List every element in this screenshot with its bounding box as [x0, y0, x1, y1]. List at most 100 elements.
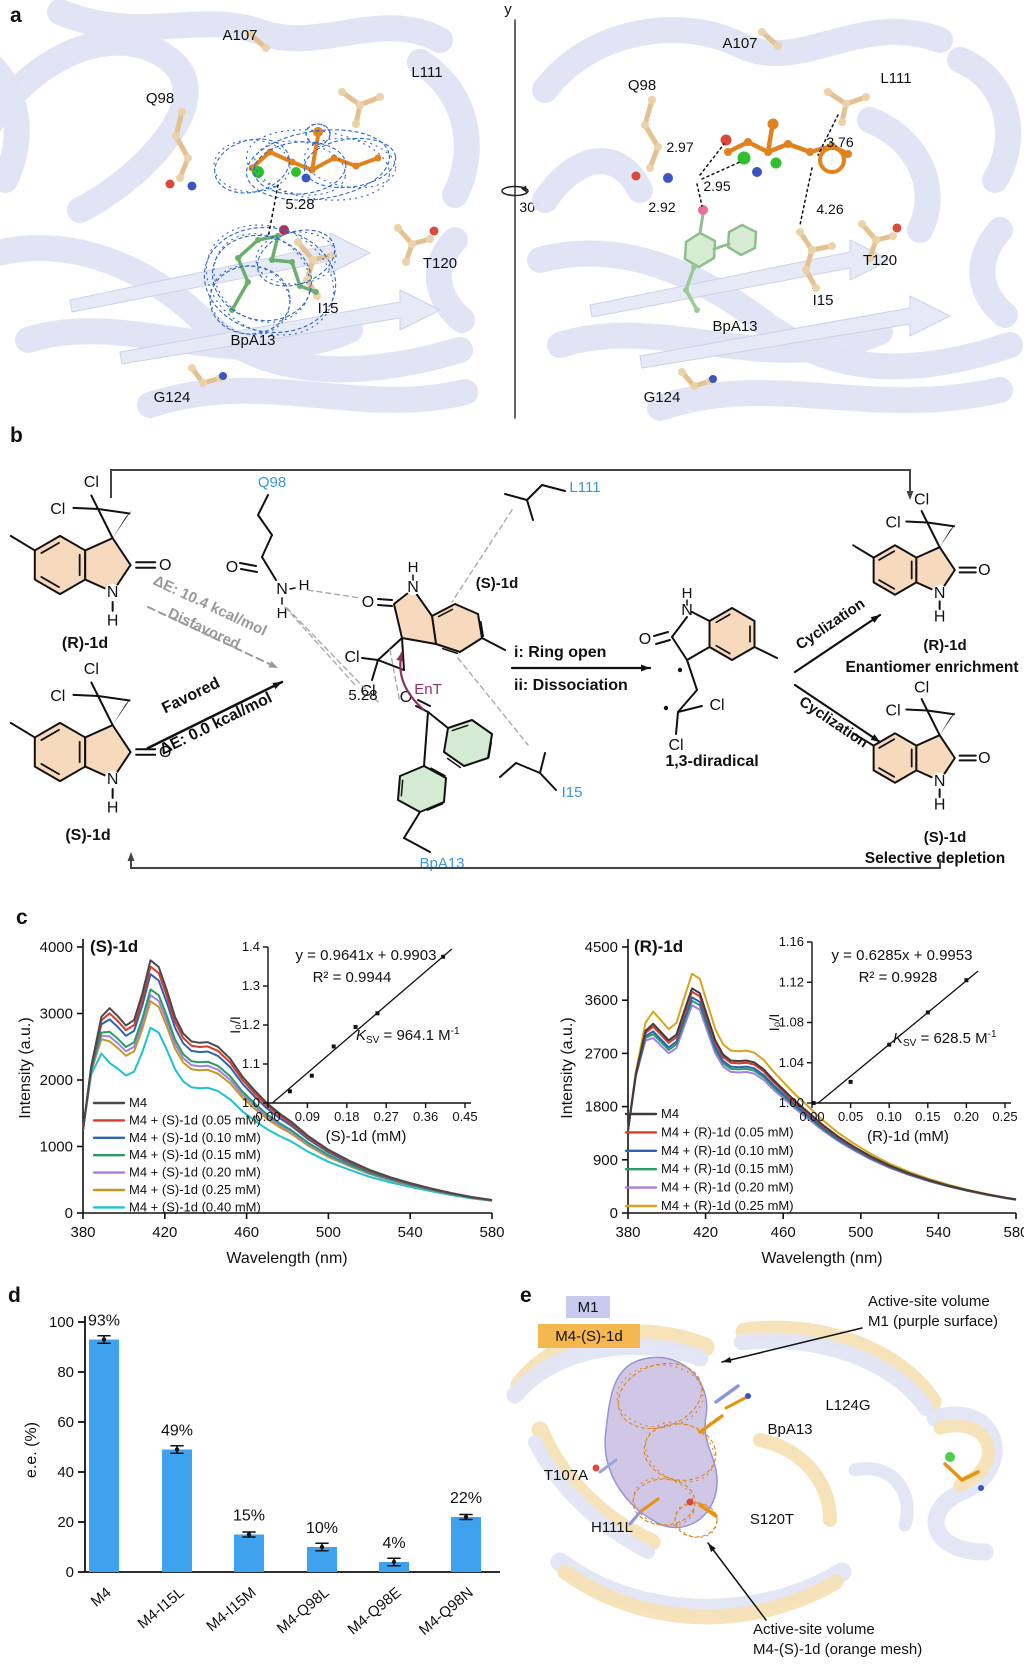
data-point [375, 1011, 380, 1016]
line [173, 109, 185, 139]
double-bond [878, 579, 896, 590]
legend-entry: M4 + (S)-1d (0.40 mM) [129, 1199, 261, 1214]
atom-sphere [744, 138, 752, 146]
atom-sphere [872, 236, 880, 244]
line [173, 133, 191, 161]
atom-O: O [362, 594, 374, 611]
data-point [309, 1073, 314, 1078]
residue-label-q98: Q98 [258, 474, 286, 491]
rotation-axis: y30° [501, 1, 541, 419]
atom-sphere [338, 88, 346, 96]
molecule-name: (S)-1d [65, 827, 110, 844]
residue-label-g124: G124 [644, 389, 681, 406]
line [671, 636, 688, 661]
category-label: M4-I15M [203, 1584, 259, 1635]
benzene-ring [33, 534, 87, 596]
line [920, 698, 929, 712]
atom-sphere [724, 148, 732, 156]
series-M4 + (S)-1d (0.40 mM) [82, 1026, 493, 1202]
y-axis-title: Intensity (a.u.) [559, 1017, 576, 1118]
atom-sphere [690, 382, 698, 390]
line [97, 695, 131, 702]
data-point [811, 1101, 816, 1105]
line [236, 256, 250, 284]
ligand-bpa13 [229, 225, 319, 313]
active-site-mesh-m4 [616, 1364, 704, 1428]
lactam-ring [84, 537, 132, 593]
atom-H: H [408, 559, 419, 576]
stereo-wedge [112, 697, 132, 726]
chlorine-atom [737, 151, 751, 165]
atom-O: O [639, 631, 651, 648]
line [698, 1414, 724, 1434]
atom-sphere [889, 232, 897, 240]
lactam-ring [393, 588, 437, 645]
molecule-S-1d: O NH Cl Cl (S)-1d [9, 661, 172, 844]
legend-entry: M4 + (R)-1d (0.20 mM) [661, 1180, 794, 1195]
r-squared: R² = 0.9944 [313, 969, 392, 986]
x-tick-label: 420 [693, 1224, 718, 1241]
atom-Cl: Cl [709, 697, 724, 714]
active-site-mesh-m4 [645, 1421, 715, 1483]
line [642, 122, 661, 150]
chart-title: (R)-1d [634, 937, 683, 956]
x-tick-label: 580 [479, 1224, 504, 1241]
arrowhead [722, 1356, 732, 1363]
line [926, 521, 941, 549]
residue-label-bpa13: BpA13 [419, 855, 464, 872]
ribbon [532, 17, 953, 103]
atom-sphere [356, 101, 364, 109]
atom-H: H [107, 799, 119, 816]
atom-O: O [978, 750, 990, 767]
y-tick-label: 100 [49, 1314, 74, 1331]
ligand-1d [248, 127, 382, 183]
protein-view-left: Q98 A107 L111 T120 I15 BpA13 G124 5.28 [0, 0, 480, 418]
nitrogen-atom [663, 173, 673, 183]
nitrogen-atom [752, 167, 762, 177]
atom-sphere [245, 279, 251, 285]
y-tick-label: 1.0 [242, 1095, 260, 1110]
line [677, 705, 703, 713]
residue-label-a107: A107 [222, 27, 257, 44]
atom-sphere [275, 233, 281, 239]
atom-N: N [107, 584, 119, 601]
y-tick-label: 1.2 [242, 1017, 260, 1032]
y-tick-label: 1800 [585, 1099, 618, 1116]
chip-m1-bg [566, 1296, 610, 1318]
error-dot [319, 1544, 325, 1550]
density-mesh [254, 140, 346, 196]
line [960, 1470, 980, 1482]
favored-label: Favored [159, 675, 222, 718]
atom-sphere [374, 154, 382, 162]
y-tick-label: 3000 [40, 1006, 73, 1023]
line [361, 657, 379, 661]
atom-sphere [678, 368, 686, 376]
line [701, 161, 741, 180]
ribbon [425, 227, 475, 333]
data-point [925, 1010, 930, 1015]
line [9, 721, 36, 739]
x-tick-label: 500 [316, 1224, 341, 1241]
atom-bg [931, 584, 948, 601]
phenyl-ring [726, 223, 758, 257]
ribbon [0, 29, 199, 223]
molecule-name: (R)-1d [923, 637, 966, 654]
y-tick-label: 1.4 [242, 939, 260, 954]
line [371, 659, 379, 681]
line [389, 649, 401, 704]
atom-sphere [402, 258, 410, 266]
y-tick-label: 40 [57, 1464, 74, 1481]
density-mesh [213, 139, 291, 193]
nitrogen-atom [709, 375, 717, 383]
atom-O: O [159, 744, 171, 761]
arrowhead [272, 682, 282, 690]
y-tick-label: 1.3 [242, 978, 260, 993]
error-dot [463, 1514, 469, 1520]
radical-dot [663, 705, 669, 711]
x-tick-label: 460 [234, 1224, 259, 1241]
line [926, 709, 941, 737]
x-tick-label: 0.00 [255, 1109, 280, 1124]
residue-label-t120: T120 [423, 255, 457, 272]
data-point [964, 978, 969, 983]
